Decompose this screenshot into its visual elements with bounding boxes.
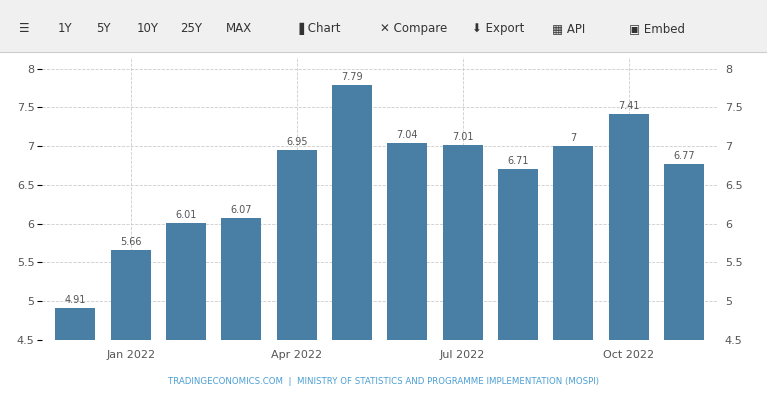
Text: 6.07: 6.07 <box>231 205 252 215</box>
Text: 7.79: 7.79 <box>341 72 363 82</box>
Bar <box>553 146 593 393</box>
Text: 5Y: 5Y <box>96 22 110 35</box>
Text: 1Y: 1Y <box>58 22 72 35</box>
Bar <box>110 250 150 393</box>
Bar <box>609 114 649 393</box>
Text: TRADINGECONOMICS.COM  |  MINISTRY OF STATISTICS AND PROGRAMME IMPLEMENTATION (MO: TRADINGECONOMICS.COM | MINISTRY OF STATI… <box>168 377 599 386</box>
Text: 7.01: 7.01 <box>452 132 473 142</box>
Text: 6.71: 6.71 <box>507 156 528 165</box>
Text: 25Y: 25Y <box>180 22 202 35</box>
Text: ☰: ☰ <box>19 22 30 35</box>
Text: ▦ API: ▦ API <box>552 22 585 35</box>
Bar <box>498 169 538 393</box>
Bar <box>55 308 95 393</box>
Bar <box>166 223 206 393</box>
Text: 10Y: 10Y <box>137 22 159 35</box>
Bar <box>443 145 482 393</box>
Bar <box>332 85 372 393</box>
Text: 7.41: 7.41 <box>618 101 640 111</box>
Text: ▣ Embed: ▣ Embed <box>629 22 685 35</box>
Text: ▐ Chart: ▐ Chart <box>295 22 341 35</box>
Text: ✕ Compare: ✕ Compare <box>380 22 447 35</box>
Text: 6.95: 6.95 <box>286 137 308 147</box>
Text: 7: 7 <box>570 133 577 143</box>
Text: 6.77: 6.77 <box>673 151 695 161</box>
Text: 6.01: 6.01 <box>176 210 196 220</box>
Bar <box>387 143 427 393</box>
Text: ⬇ Export: ⬇ Export <box>472 22 524 35</box>
Text: 7.04: 7.04 <box>397 130 418 140</box>
Text: MAX: MAX <box>226 22 252 35</box>
Text: 5.66: 5.66 <box>120 237 141 247</box>
Bar <box>277 150 317 393</box>
Bar <box>664 164 704 393</box>
Text: 4.91: 4.91 <box>64 295 86 305</box>
Bar <box>222 218 262 393</box>
